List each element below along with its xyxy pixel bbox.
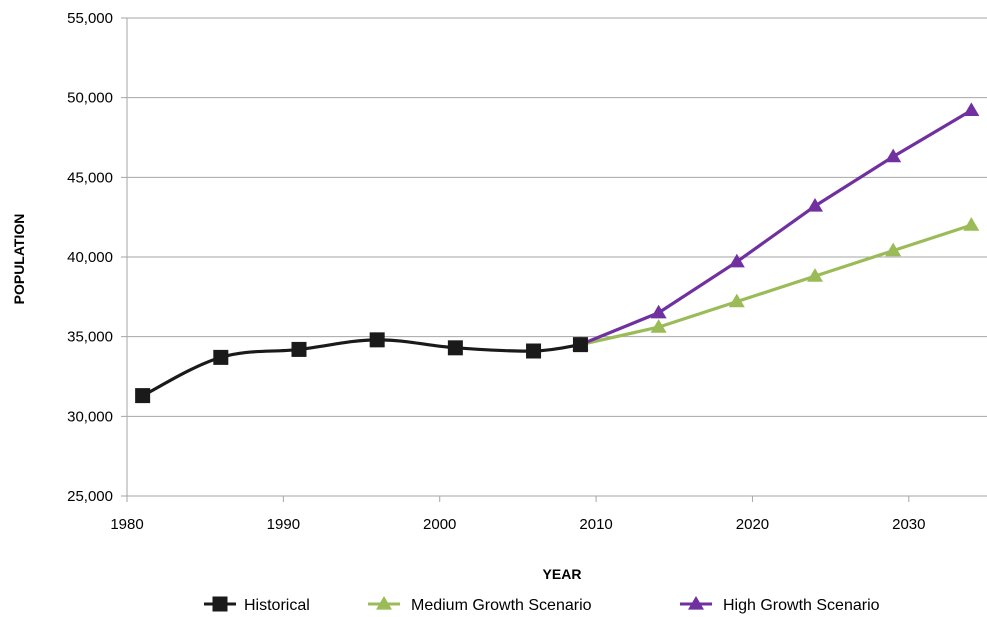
x-tick-label: 2000 [423, 516, 456, 533]
x-tick-label: 2030 [892, 516, 925, 533]
y-tick-label: 45,000 [67, 169, 113, 186]
y-tick-label: 55,000 [67, 10, 113, 27]
y-tick-label: 25,000 [67, 488, 113, 505]
data-point [963, 217, 980, 231]
legend-swatch-marker [212, 596, 228, 612]
legend-item: Historical [204, 596, 310, 614]
data-point [885, 242, 902, 257]
legend-label: Historical [244, 597, 310, 614]
legend-label: High Growth Scenario [723, 597, 880, 614]
x-axis-title: YEAR [543, 566, 582, 582]
series-medium-growth-scenario [572, 217, 980, 351]
data-point [526, 343, 542, 359]
axes [126, 18, 910, 502]
x-tick-label: 2010 [579, 516, 612, 533]
legend-item: High Growth Scenario [680, 596, 880, 614]
series-line [578, 108, 973, 347]
legend-item: Medium Growth Scenario [368, 596, 592, 614]
series-group [135, 102, 980, 404]
data-point [135, 388, 151, 404]
data-point [369, 332, 385, 348]
y-tick-label: 35,000 [67, 329, 113, 346]
data-point [291, 341, 307, 357]
x-tick-label: 2020 [736, 516, 769, 533]
series-line [578, 223, 973, 347]
legend-label: Medium Growth Scenario [411, 597, 592, 614]
series-line [141, 338, 583, 398]
data-point [447, 340, 463, 356]
x-tick-labels: 1980 1990 2000 2010 2020 2030 [110, 516, 925, 533]
data-point [572, 337, 588, 353]
gridlines [121, 17, 987, 497]
data-point [807, 268, 823, 282]
y-tick-labels: 25,000 30,000 35,000 40,000 45,000 50,000 55,0… [67, 10, 113, 505]
data-point [728, 293, 745, 308]
series-historical [135, 332, 588, 404]
legend-swatch-marker [376, 596, 392, 610]
data-point [650, 319, 667, 333]
x-tick-label: 1980 [110, 516, 143, 533]
y-tick-label: 50,000 [67, 90, 113, 107]
legend-swatch-marker [688, 596, 704, 610]
data-point [213, 349, 229, 365]
data-point [963, 102, 980, 117]
data-point [807, 198, 823, 212]
data-point [650, 304, 667, 319]
series-high-growth-scenario [572, 102, 980, 351]
legend: Historical Medium Growth Scenario High Gro… [204, 596, 880, 614]
data-point [728, 253, 745, 268]
data-point [885, 148, 902, 163]
x-tick-label: 1990 [267, 516, 300, 533]
y-tick-label: 30,000 [67, 408, 113, 425]
y-axis-title: POPULATION [11, 214, 27, 305]
y-tick-label: 40,000 [67, 249, 113, 266]
